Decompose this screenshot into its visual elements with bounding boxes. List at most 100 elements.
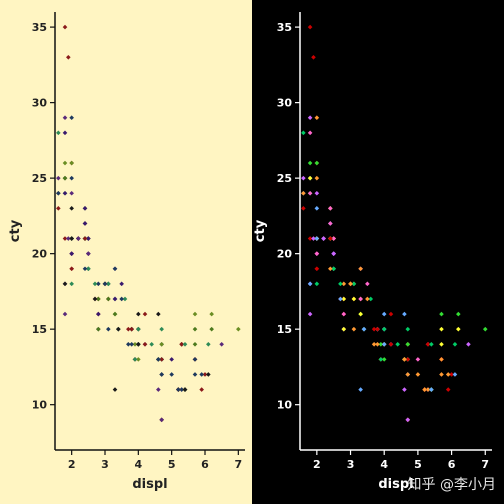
data-point (176, 387, 181, 392)
data-point (236, 326, 241, 332)
data-point (452, 341, 458, 347)
data-point (156, 311, 161, 317)
data-point (112, 296, 118, 302)
x-tick-label: 3 (347, 458, 355, 471)
data-point (368, 296, 374, 302)
data-point (159, 372, 164, 377)
x-tick-label: 6 (448, 458, 456, 471)
data-point (445, 372, 451, 377)
data-point (122, 296, 128, 302)
data-point (156, 357, 161, 362)
data-point (96, 281, 101, 287)
data-point (381, 326, 387, 332)
data-point (314, 175, 320, 181)
data-point (351, 326, 357, 332)
data-point (405, 357, 411, 362)
data-point (439, 311, 444, 317)
data-point (92, 281, 98, 287)
data-point (425, 387, 431, 392)
data-point (159, 341, 164, 347)
y-tick-label: 25 (277, 172, 292, 185)
data-point (69, 115, 74, 121)
data-point (62, 190, 68, 196)
data-point (206, 372, 211, 377)
data-point (136, 326, 141, 332)
x-tick-label: 7 (235, 458, 243, 471)
data-point (206, 341, 211, 347)
data-point (209, 326, 214, 332)
data-point (149, 341, 154, 347)
x-tick-label: 4 (135, 458, 143, 471)
data-point (328, 266, 333, 272)
data-point (62, 160, 68, 166)
data-point (129, 326, 134, 332)
right-scatter-chart: 10 15 20 25 30 35 2 3 4 5 6 7 displ cty (252, 0, 504, 504)
y-tick-label: 15 (32, 323, 47, 336)
data-point (66, 55, 71, 60)
data-point (102, 281, 108, 287)
data-point (142, 341, 148, 347)
data-point (112, 266, 118, 272)
data-point (331, 251, 336, 256)
data-point (179, 387, 184, 392)
left-panel: 10 15 20 25 30 35 2 3 4 5 6 7 displ cty (0, 0, 252, 504)
data-point (395, 341, 400, 347)
data-point (126, 326, 131, 332)
data-point (182, 387, 188, 392)
data-point (132, 357, 138, 362)
data-point (136, 311, 141, 317)
data-point (445, 387, 451, 392)
x-axis-title: displ (378, 477, 413, 492)
data-point (69, 206, 74, 211)
data-point (314, 160, 320, 166)
left-scatter-chart: 10 15 20 25 30 35 2 3 4 5 6 7 displ cty (0, 0, 252, 504)
data-point (192, 357, 198, 362)
data-point (106, 326, 111, 332)
data-point (69, 175, 74, 181)
data-point (199, 387, 204, 392)
data-point (422, 387, 427, 392)
data-point (96, 296, 101, 302)
data-point (328, 236, 333, 241)
data-point (402, 387, 407, 392)
data-point (378, 357, 384, 362)
data-point (328, 221, 333, 226)
data-point (62, 175, 68, 181)
y-tick-label: 25 (32, 172, 47, 185)
x-tick-label: 5 (168, 458, 176, 471)
data-point (429, 341, 434, 347)
data-point (402, 357, 407, 362)
points-group (56, 24, 241, 423)
data-point (405, 417, 411, 423)
data-point (371, 341, 377, 347)
data-point (82, 266, 88, 272)
data-point (112, 311, 118, 317)
data-point (132, 341, 138, 347)
data-point (351, 281, 357, 287)
data-point (69, 281, 74, 287)
data-point (56, 190, 61, 196)
data-point (169, 372, 174, 377)
data-point (314, 266, 320, 272)
data-point (142, 311, 148, 317)
data-point (482, 326, 488, 332)
data-point (439, 372, 444, 377)
data-point (136, 357, 141, 362)
data-point (331, 266, 336, 272)
x-tick-label: 7 (481, 458, 489, 471)
data-point (69, 190, 74, 196)
y-tick-label: 15 (277, 323, 292, 336)
data-point (156, 387, 161, 392)
data-point (429, 387, 434, 392)
plot-background (252, 0, 504, 504)
data-point (388, 341, 394, 347)
data-point (466, 341, 471, 347)
data-point (314, 115, 320, 121)
data-point (129, 341, 134, 347)
data-point (378, 341, 384, 347)
data-point (56, 175, 61, 181)
data-point (62, 236, 68, 241)
data-point (425, 341, 431, 347)
data-point (415, 372, 421, 377)
